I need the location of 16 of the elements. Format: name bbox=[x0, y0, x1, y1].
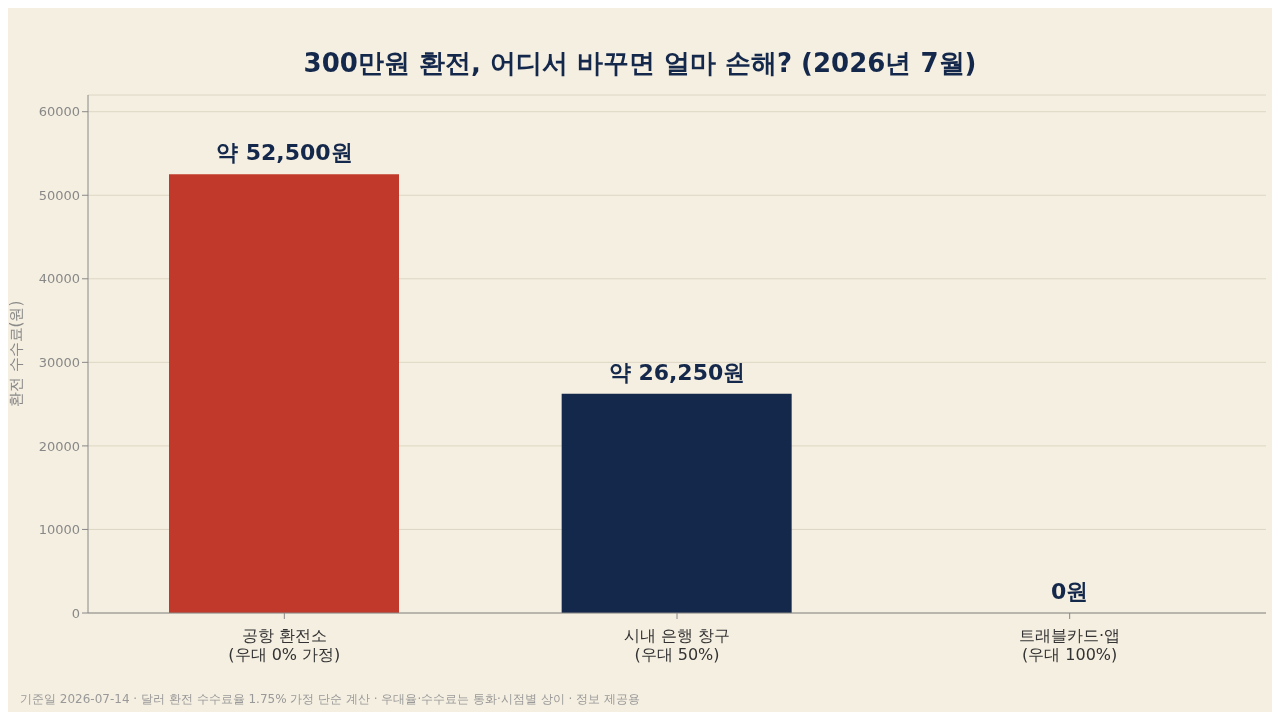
y-tick-label: 50000 bbox=[38, 187, 80, 203]
data-label: 약 26,250원 bbox=[608, 359, 746, 385]
x-tick-label: 트래블카드·앱 (우대 100%) bbox=[1019, 626, 1121, 664]
text: 기준일 2026-07-14 · 달러 환전 수수료율 1.75% 가정 단순 계산 · 우대율·수수료는 통화·시점별 상이 · 정보 제공용 bbox=[20, 691, 640, 708]
data-label: 0원 bbox=[1051, 579, 1089, 604]
x-tick-label: 공항 환전소 (우대 0% 가정) bbox=[228, 626, 341, 664]
y-tick-label: 20000 bbox=[38, 438, 80, 454]
y-axis-title: 환전 수수료(원) bbox=[7, 300, 26, 408]
y-tick-label: 40000 bbox=[38, 271, 80, 287]
y-tick-label: 0 bbox=[71, 605, 80, 621]
chart-title: 300만원 환전, 어디서 바꾸면 얼마 손해? (2026년 7월) bbox=[302, 47, 978, 80]
y-tick-label: 30000 bbox=[38, 354, 80, 370]
y-tick-label: 10000 bbox=[38, 522, 80, 538]
y-tick-label: 60000 bbox=[38, 104, 80, 120]
data-label: 약 52,500원 bbox=[216, 140, 353, 166]
x-tick-label: 시내 은행 창구 (우대 50%) bbox=[623, 626, 731, 664]
